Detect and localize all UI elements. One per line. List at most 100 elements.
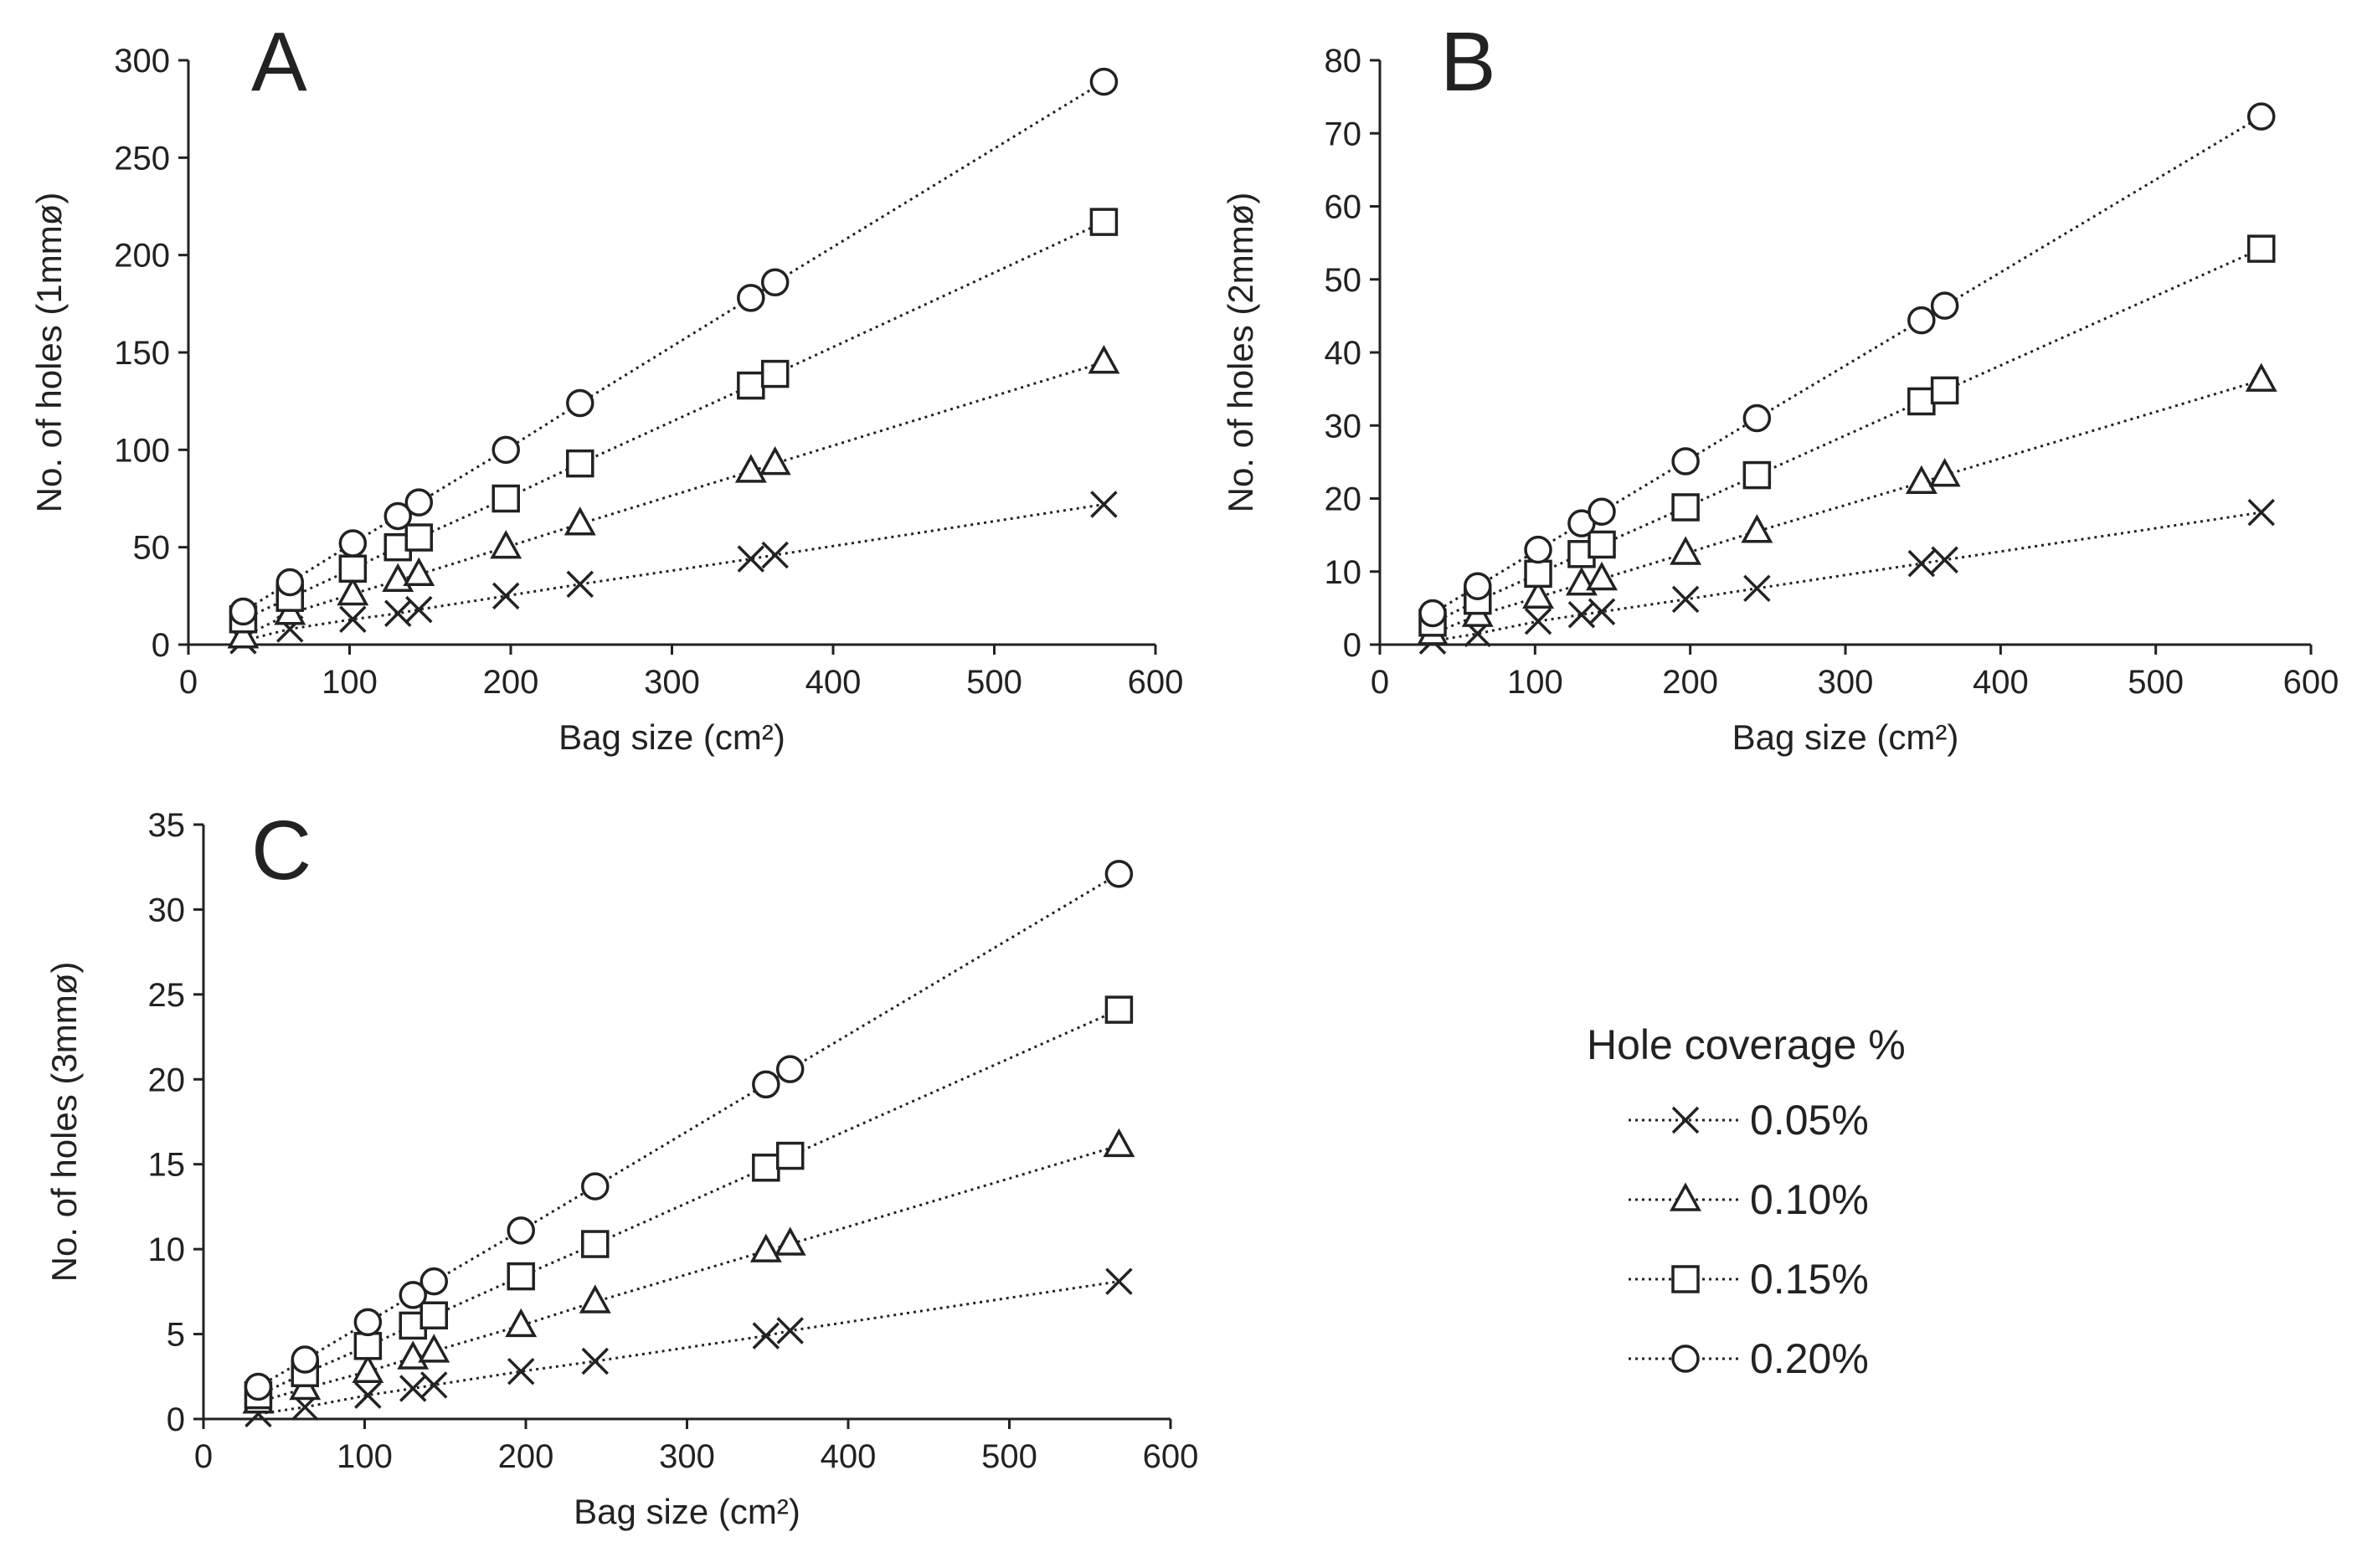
data-point-square (737, 371, 765, 400)
data-point-circle (275, 568, 305, 597)
data-point-triangle (505, 1308, 538, 1338)
data-point-circle (1524, 535, 1552, 564)
data-point-triangle (1103, 1128, 1135, 1158)
data-point-square (2246, 234, 2276, 263)
series-010 (242, 1128, 1135, 1414)
data-point-circle (1742, 404, 1772, 433)
data-point-square (1089, 208, 1119, 236)
y-tick-label: 200 (114, 238, 170, 275)
y-tick-label: 5 (167, 1317, 185, 1354)
series-line (1432, 115, 2262, 614)
panel-letter: C (251, 804, 311, 897)
data-point-triangle (749, 1233, 782, 1262)
y-tick-label: 0 (152, 627, 170, 664)
data-point-x (776, 1317, 804, 1344)
panel-letter: A (251, 15, 307, 109)
data-point-triangle (1088, 345, 1120, 374)
legend-item: 0.15% (1629, 1256, 1869, 1303)
series-line (257, 1008, 1120, 1396)
series-020 (1418, 102, 2276, 628)
series-010 (227, 345, 1120, 649)
series-005 (229, 491, 1118, 655)
data-point-square (353, 1332, 383, 1360)
data-point-square (1104, 995, 1134, 1024)
data-point-triangle (352, 1354, 384, 1383)
data-point-circle (737, 284, 765, 312)
data-point-x (354, 1381, 382, 1409)
y-axis-title: No. of holes (2mmø) (1221, 193, 1260, 513)
data-point-circle (1671, 447, 1700, 476)
data-point-x (339, 605, 367, 633)
data-point-triangle (1670, 536, 1702, 565)
data-point-x (491, 582, 520, 610)
data-point-square (1930, 376, 1959, 405)
data-point-triangle (579, 1284, 611, 1314)
data-point-x (405, 595, 433, 624)
legend-marker-x (1671, 1106, 1700, 1134)
x-tick-label: 500 (966, 664, 1022, 701)
y-tick-label: 40 (1325, 335, 1362, 372)
x-tick-label: 400 (1973, 664, 2029, 701)
series-line (258, 1144, 1119, 1404)
data-point-triangle (774, 1226, 806, 1256)
legend-item: 0.05% (1629, 1097, 1869, 1144)
data-point-circle (1588, 497, 1616, 526)
data-point-triangle (1522, 579, 1555, 609)
x-tick-label: 200 (498, 1438, 554, 1475)
data-point-x (1931, 546, 1958, 574)
x-tick-label: 0 (194, 1438, 213, 1475)
panel-b-chart: 0 10 20 30 40 50 60 70 80 0 100 200 300 400 500 600 Bag … (1221, 15, 2339, 757)
x-axis-title: Bag size (cm²) (574, 1492, 800, 1531)
data-point-circle (383, 501, 412, 531)
data-point-square (1524, 559, 1552, 589)
series-010 (1417, 362, 2277, 645)
data-point-circle (1418, 599, 1447, 628)
y-tick-label: 80 (1325, 43, 1362, 80)
data-point-circle (338, 529, 368, 558)
y-tick-label: 30 (148, 892, 186, 928)
y-tick-label: 10 (1325, 554, 1362, 591)
y-tick-label: 35 (148, 807, 186, 844)
data-point-square (338, 554, 368, 584)
data-point-triangle (1586, 561, 1618, 591)
series-line (1432, 378, 2262, 635)
data-point-x (1907, 549, 1936, 578)
data-point-triangle (759, 445, 791, 476)
x-tick-label: 600 (2283, 664, 2339, 701)
x-tick-label: 300 (644, 664, 700, 701)
data-point-circle (507, 1216, 535, 1245)
data-point-square (1588, 530, 1616, 559)
legend-label: 0.20% (1750, 1335, 1869, 1382)
data-point-circle (244, 1372, 273, 1401)
y-tick-label: 60 (1325, 189, 1362, 226)
x-tick-label: 600 (1143, 1438, 1199, 1475)
data-point-square (507, 1262, 535, 1291)
y-tick-label: 0 (1343, 627, 1361, 664)
data-point-circle (291, 1345, 320, 1374)
data-point-circle (752, 1070, 780, 1099)
series-005 (244, 1267, 1133, 1428)
data-point-square (566, 449, 594, 478)
y-tick-label: 25 (148, 977, 186, 1014)
x-tick-label: 200 (483, 664, 539, 701)
data-point-circle (1104, 860, 1134, 888)
legend-marker-triangle (1670, 1182, 1701, 1211)
legend-label: 0.15% (1750, 1256, 1869, 1303)
y-tick-label: 20 (1325, 481, 1362, 518)
data-point-triangle (403, 557, 435, 586)
legend-marker-square (1671, 1265, 1700, 1293)
data-point-triangle (337, 576, 369, 606)
x-tick-label: 100 (1507, 664, 1563, 701)
data-point-square (581, 1230, 610, 1258)
series-line (257, 872, 1120, 1388)
data-point-x (507, 1357, 535, 1385)
panel-c-chart: 0 5 10 15 20 25 30 35 0 100 200 300 400 500 600 Bag siz… (44, 804, 1198, 1531)
data-point-x (1588, 598, 1616, 625)
x-tick-label: 300 (1818, 664, 1874, 701)
data-point-triangle (418, 1334, 450, 1363)
data-point-triangle (227, 619, 260, 649)
data-point-triangle (2245, 362, 2277, 392)
data-point-x (761, 541, 789, 569)
series-line (242, 220, 1105, 621)
data-point-circle (353, 1308, 383, 1337)
